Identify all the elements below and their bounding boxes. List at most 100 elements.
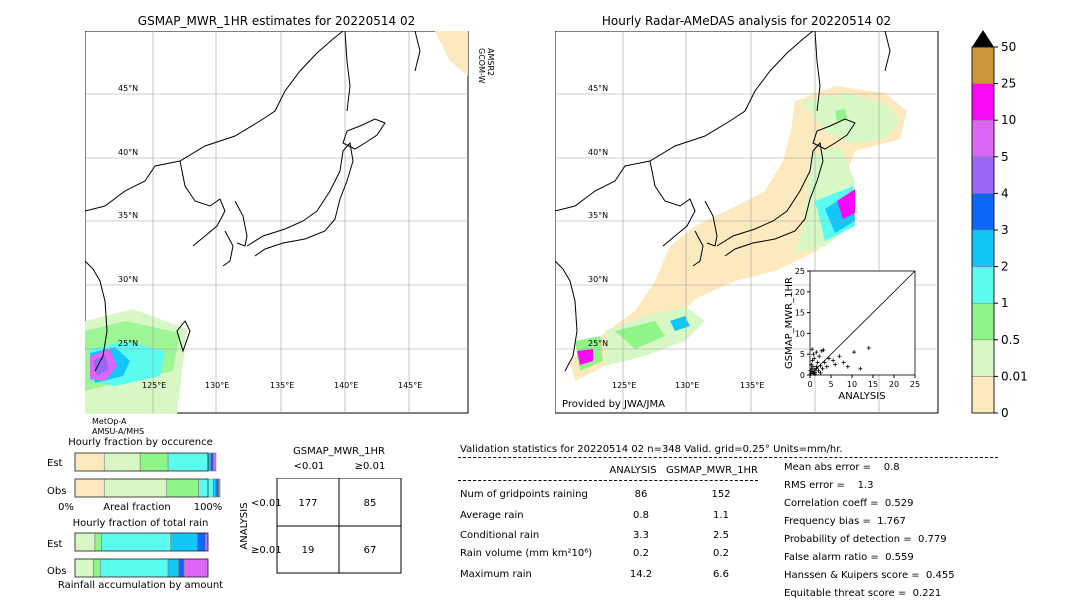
scatter-point: [816, 368, 821, 373]
scatter-point: [810, 364, 815, 369]
validation-col-gsmap: GSMAP_MWR_1HR: [666, 465, 758, 476]
fraction-bar-segment: [218, 478, 221, 498]
lat-label: 40°N: [588, 148, 608, 157]
scatter-point: [824, 364, 829, 369]
fraction-bar-segment: [94, 532, 102, 552]
validation-analysis-value: 0.2: [633, 548, 649, 559]
lon-label: 125°E: [612, 381, 636, 390]
colorbar: 0 0.01 0.5 1 2 3 4 5 10 25 50: [971, 30, 1028, 420]
validation-gsmap-value: 6.6: [713, 569, 729, 580]
occurrence-cat-obs: Obs: [47, 486, 66, 497]
fraction-bar-segment: [74, 558, 94, 578]
validation-row-label: Maximum rain: [460, 569, 532, 580]
colorbar-swatch: [971, 302, 995, 341]
scatter-point: [858, 366, 863, 371]
scatter-point: [813, 372, 818, 377]
scatter-point: [818, 370, 823, 375]
occurrence-tick-0: 0%: [58, 502, 74, 513]
scatter-point: [815, 360, 820, 365]
occurrence-xlabel: Areal fraction: [103, 502, 170, 513]
scatter-point: [837, 354, 842, 359]
validation-row-label: Average rain: [460, 510, 524, 521]
scatter-point: [841, 360, 846, 365]
scatter-ytick: 5: [800, 350, 805, 359]
lon-label: 135°E: [270, 381, 294, 390]
colorbar-level-label: 0.01: [1001, 369, 1028, 383]
validation-score: False alarm ratio = 0.559: [784, 552, 914, 563]
validation-gsmap-value: 2.5: [713, 530, 729, 541]
fraction-bar-segment: [74, 532, 96, 552]
validation-table-divider: [458, 480, 758, 481]
lat-label: 35°N: [118, 211, 138, 220]
lat-label: 45°N: [118, 84, 138, 93]
validation-score: RMS error = 1.3: [784, 480, 874, 491]
validation-score: Correlation coeff = 0.529: [784, 498, 914, 509]
lat-label: 30°N: [588, 275, 608, 284]
contingency-row-1: ≥0.01: [251, 545, 282, 556]
lat-label: 35°N: [588, 211, 608, 220]
scatter-point: [814, 350, 819, 355]
contingency-cell: 67: [364, 545, 377, 556]
colorbar-extend-arrow: [972, 30, 994, 47]
validation-gsmap-value: 1.1: [713, 510, 729, 521]
contingency-cell: 19: [302, 545, 315, 556]
svg-text:GCOM-W: GCOM-W: [477, 48, 486, 84]
scatter-point: [852, 350, 857, 355]
contingency-col-1: ≥0.01: [354, 461, 386, 472]
scatter-point: [821, 348, 826, 353]
contingency-col-0: <0.01: [293, 461, 325, 472]
fraction-bar-segment: [166, 478, 199, 498]
colorbar-level-label: 0.5: [1001, 333, 1020, 347]
lon-label: 125°E: [142, 381, 166, 390]
totalrain-title: Hourly fraction of total rain: [72, 518, 209, 529]
fraction-bar-segment: [205, 532, 209, 552]
scatter-point: [812, 368, 817, 373]
scatter-xtick: 0: [807, 380, 812, 389]
colorbar-swatch: [971, 266, 995, 304]
scatter-point: [812, 356, 817, 361]
fraction-bar-segment: [170, 532, 198, 552]
fraction-bar-segment: [183, 558, 209, 578]
validation-gsmap-value: 152: [711, 489, 731, 500]
validation-analysis-value: 14.2: [629, 569, 653, 580]
contingency-cell: 85: [364, 498, 377, 509]
lon-label: 130°E: [675, 381, 699, 390]
scatter-point: [822, 360, 827, 365]
scatter-ytick: 0: [800, 371, 805, 380]
fraction-bar-segment: [99, 558, 169, 578]
occurrence-chart: Est Obs 0% 100% Areal fraction: [47, 452, 223, 513]
colorbar-swatch: [971, 229, 995, 267]
scatter-point: [820, 366, 825, 371]
lon-label: 145°E: [398, 381, 422, 390]
left-map-title: GSMAP_MWR_1HR estimates for 20220514 02: [137, 14, 416, 28]
validation-score: Mean abs error = 0.8: [784, 462, 900, 473]
validation-analysis-value: 3.3: [633, 530, 649, 541]
svg-text:AMSR2: AMSR2: [486, 48, 494, 76]
fraction-bar-segment: [139, 452, 169, 472]
fraction-bar-segment: [207, 452, 211, 472]
left-map: 45°N 40°N 35°N 30°N 25°N 125°E 130°E 135…: [85, 31, 469, 414]
occurrence-tick-100: 100%: [194, 502, 223, 513]
validation-row-label: Num of gridpoints raining: [460, 489, 588, 500]
colorbar-level-label: 3: [1001, 223, 1009, 237]
credit-label: Provided by JWA/JMA: [562, 399, 665, 410]
scatter-point: [808, 368, 813, 373]
colorbar-level-label: 5: [1001, 150, 1009, 164]
contingency-cell: 177: [298, 498, 317, 509]
scatter-point: [808, 371, 813, 376]
scatter-xlabel: ANALYSIS: [838, 391, 885, 402]
scatter-ytick: 10: [795, 329, 805, 338]
colorbar-level-label: 50: [1001, 40, 1016, 54]
contingency-row-0: <0.01: [251, 498, 282, 509]
left-coastlines: [85, 31, 421, 372]
colorbar-level-label: 10: [1001, 113, 1016, 127]
validation-col-analysis: ANALYSIS: [609, 465, 657, 476]
validation-row-label: Conditional rain: [460, 530, 540, 541]
lat-label: 30°N: [118, 275, 138, 284]
validation-score: Equitable threat score = 0.221: [784, 588, 942, 599]
fraction-bar-segment: [93, 558, 101, 578]
totalrain-cat-est: Est: [47, 539, 63, 550]
fraction-bar-segment: [167, 452, 209, 472]
scatter-point: [818, 363, 823, 368]
validation-gsmap-value: 0.2: [713, 548, 729, 559]
